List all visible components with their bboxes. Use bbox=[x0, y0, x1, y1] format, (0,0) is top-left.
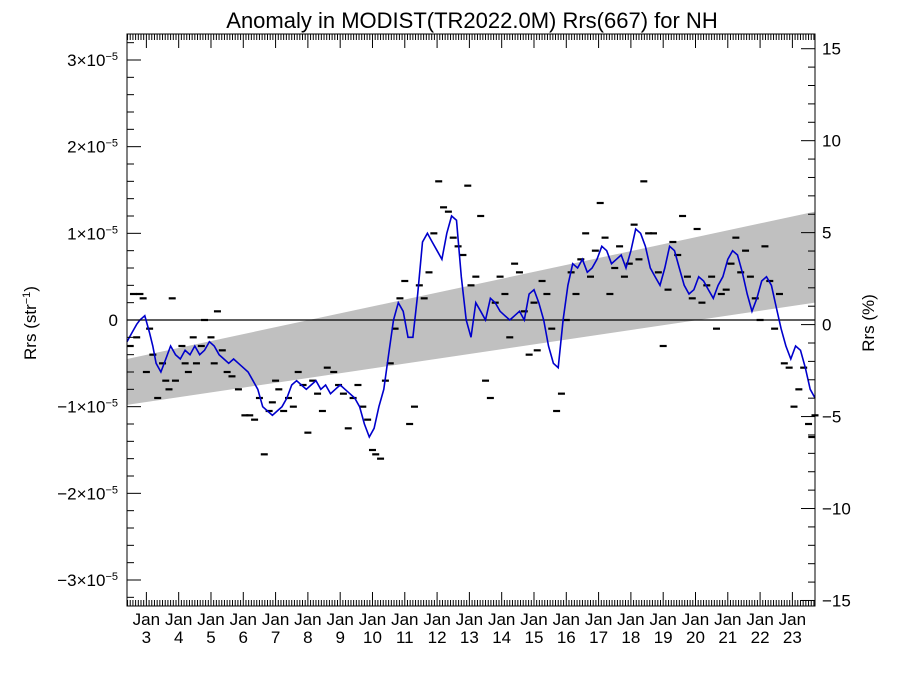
x-tick-label-year: 15 bbox=[525, 628, 544, 647]
x-tick-label-month: Jan bbox=[746, 610, 773, 629]
y-right-tick-label: −10 bbox=[822, 500, 851, 519]
x-tick-label-month: Jan bbox=[133, 610, 160, 629]
x-tick-label-year: 9 bbox=[335, 628, 344, 647]
x-tick-label-year: 7 bbox=[271, 628, 280, 647]
y-right-tick-label: 10 bbox=[822, 132, 841, 151]
x-tick-label-year: 6 bbox=[239, 628, 248, 647]
plot-area bbox=[126, 180, 819, 460]
y-left-tick-label: 1×10−5 bbox=[67, 224, 118, 243]
x-tick-label-month: Jan bbox=[165, 610, 192, 629]
x-tick-label-year: 5 bbox=[206, 628, 215, 647]
y-axis-label-left: Rrs (str−1) bbox=[21, 286, 40, 360]
x-tick-label-year: 8 bbox=[303, 628, 312, 647]
x-tick-label-year: 19 bbox=[654, 628, 673, 647]
y-right-tick-label: −15 bbox=[822, 591, 851, 610]
y-left-tick-label: 2×10−5 bbox=[67, 138, 118, 157]
x-tick-label-month: Jan bbox=[779, 610, 806, 629]
chart-title: Anomaly in MODIST(TR2022.0M) Rrs(667) fo… bbox=[226, 8, 717, 33]
x-tick-label-year: 20 bbox=[686, 628, 705, 647]
x-tick-label-year: 17 bbox=[589, 628, 608, 647]
y-left-tick-label: 3×10−5 bbox=[67, 51, 118, 70]
y-right-tick-label: −5 bbox=[822, 408, 841, 427]
x-tick-label-month: Jan bbox=[391, 610, 418, 629]
smoothed-series-line bbox=[126, 214, 816, 439]
x-tick-label-month: Jan bbox=[553, 610, 580, 629]
y-right-tick-label: 5 bbox=[822, 224, 831, 243]
x-tick-label-year: 11 bbox=[396, 628, 414, 647]
x-tick-label-month: Jan bbox=[585, 610, 612, 629]
x-tick-label-year: 14 bbox=[492, 628, 511, 647]
axes: Jan3Jan4Jan5Jan6Jan7Jan8Jan9Jan10Jan11Ja… bbox=[57, 33, 851, 647]
x-tick-label-month: Jan bbox=[326, 610, 353, 629]
x-tick-label-year: 12 bbox=[428, 628, 447, 647]
x-tick-label-month: Jan bbox=[423, 610, 450, 629]
x-tick-label-year: 23 bbox=[783, 628, 802, 647]
x-tick-label-year: 18 bbox=[621, 628, 640, 647]
x-tick-label-year: 4 bbox=[174, 628, 183, 647]
x-tick-label-year: 13 bbox=[460, 628, 479, 647]
x-tick-label-month: Jan bbox=[262, 610, 289, 629]
trend-band bbox=[127, 211, 815, 405]
x-tick-label-month: Jan bbox=[359, 610, 386, 629]
x-tick-label-month: Jan bbox=[649, 610, 676, 629]
x-tick-label-month: Jan bbox=[617, 610, 644, 629]
x-tick-label-month: Jan bbox=[230, 610, 257, 629]
x-tick-label-year: 3 bbox=[142, 628, 151, 647]
x-tick-label-month: Jan bbox=[294, 610, 321, 629]
x-tick-label-month: Jan bbox=[197, 610, 224, 629]
y-left-tick-label: −1×10−5 bbox=[57, 398, 118, 417]
x-tick-label-month: Jan bbox=[488, 610, 515, 629]
x-tick-label-month: Jan bbox=[456, 610, 483, 629]
x-tick-label-month: Jan bbox=[520, 610, 547, 629]
y-left-tick-label: −3×10−5 bbox=[57, 571, 118, 590]
x-tick-label-month: Jan bbox=[682, 610, 709, 629]
x-tick-label-year: 22 bbox=[751, 628, 770, 647]
y-left-tick-label: 0 bbox=[109, 311, 118, 330]
x-tick-label-month: Jan bbox=[714, 610, 741, 629]
x-tick-label-year: 10 bbox=[363, 628, 382, 647]
y-left-tick-label: −2×10−5 bbox=[57, 484, 118, 503]
y-axis-label-right: Rrs (%) bbox=[859, 294, 878, 352]
y-right-tick-label: 0 bbox=[822, 316, 831, 335]
x-tick-label-year: 16 bbox=[557, 628, 576, 647]
x-tick-label-year: 21 bbox=[718, 628, 737, 647]
y-right-tick-label: 15 bbox=[822, 40, 841, 59]
